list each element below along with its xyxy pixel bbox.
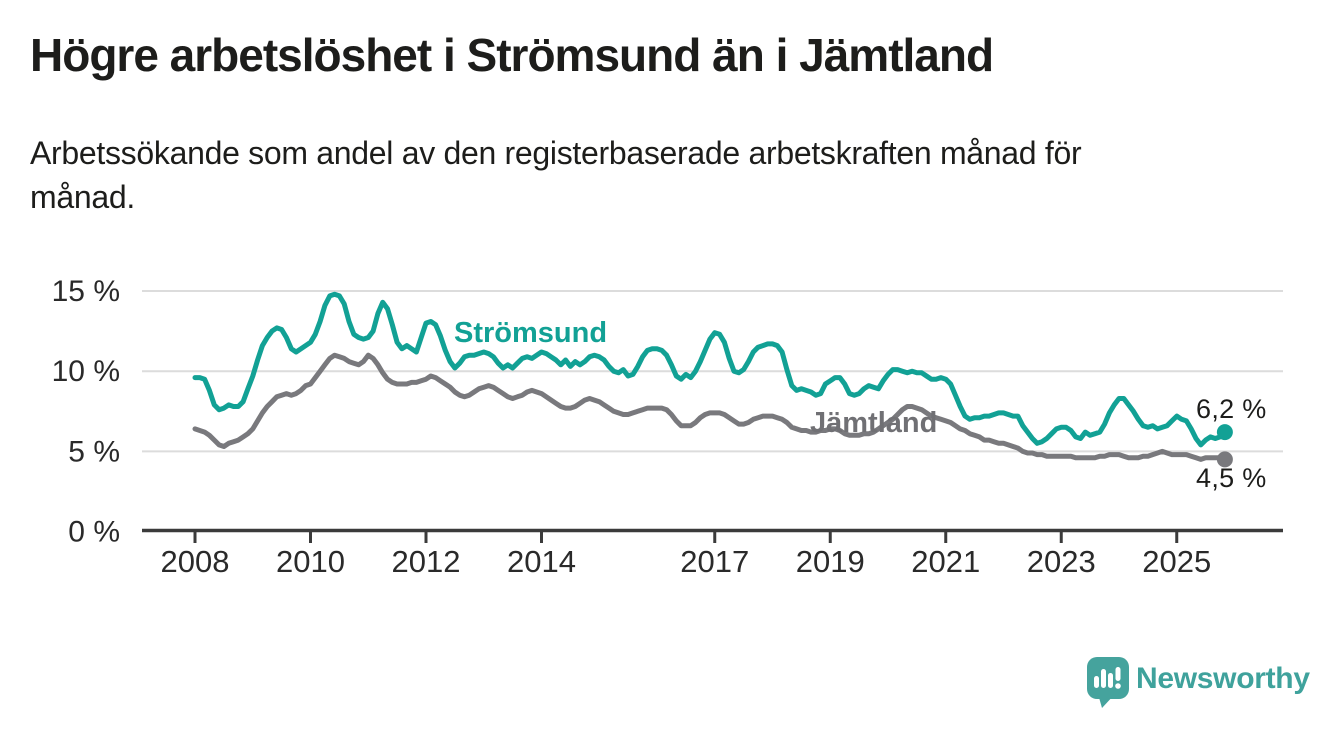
y-tick-label-10: 10 %	[52, 355, 120, 388]
x-tick-label-2012: 2012	[392, 544, 461, 579]
x-tick-label-2019: 2019	[796, 544, 865, 579]
y-tick-label-0: 0 %	[68, 516, 120, 549]
y-tick-label-15: 15 %	[52, 275, 120, 308]
x-tick-label-2025: 2025	[1142, 544, 1211, 579]
x-tick-label-2010: 2010	[276, 544, 345, 579]
series-label-stromsund: Strömsund	[454, 317, 608, 349]
page-title: Högre arbetslöshet i Strömsund än i Jämt…	[30, 29, 994, 81]
newsworthy-wordmark: Newsworthy	[1136, 662, 1310, 695]
x-tick-label-2023: 2023	[1027, 544, 1096, 579]
stromsund-line	[192, 291, 1228, 448]
newsworthy-logo: Newsworthy	[1086, 656, 1310, 712]
y-tick-label-5: 5 %	[68, 435, 120, 468]
series-label-jamtland: Jämtland	[810, 407, 938, 439]
jamtland-line	[192, 352, 1228, 462]
jamtland-end-dot	[1216, 451, 1233, 468]
x-tick-label-2014: 2014	[507, 544, 576, 579]
x-tick-label-2008: 2008	[161, 544, 230, 579]
end-value-stromsund: 6,2 %	[1196, 394, 1267, 424]
newsworthy-bubble-icon	[1087, 657, 1129, 708]
end-value-jamtland: 4,5 %	[1196, 463, 1267, 493]
chart-subtitle: Arbetssökande som andel av den registerb…	[30, 135, 1082, 215]
x-tick-label-2021: 2021	[911, 544, 980, 579]
x-tick-label-2017: 2017	[680, 544, 749, 579]
stromsund-end-dot	[1216, 424, 1233, 441]
